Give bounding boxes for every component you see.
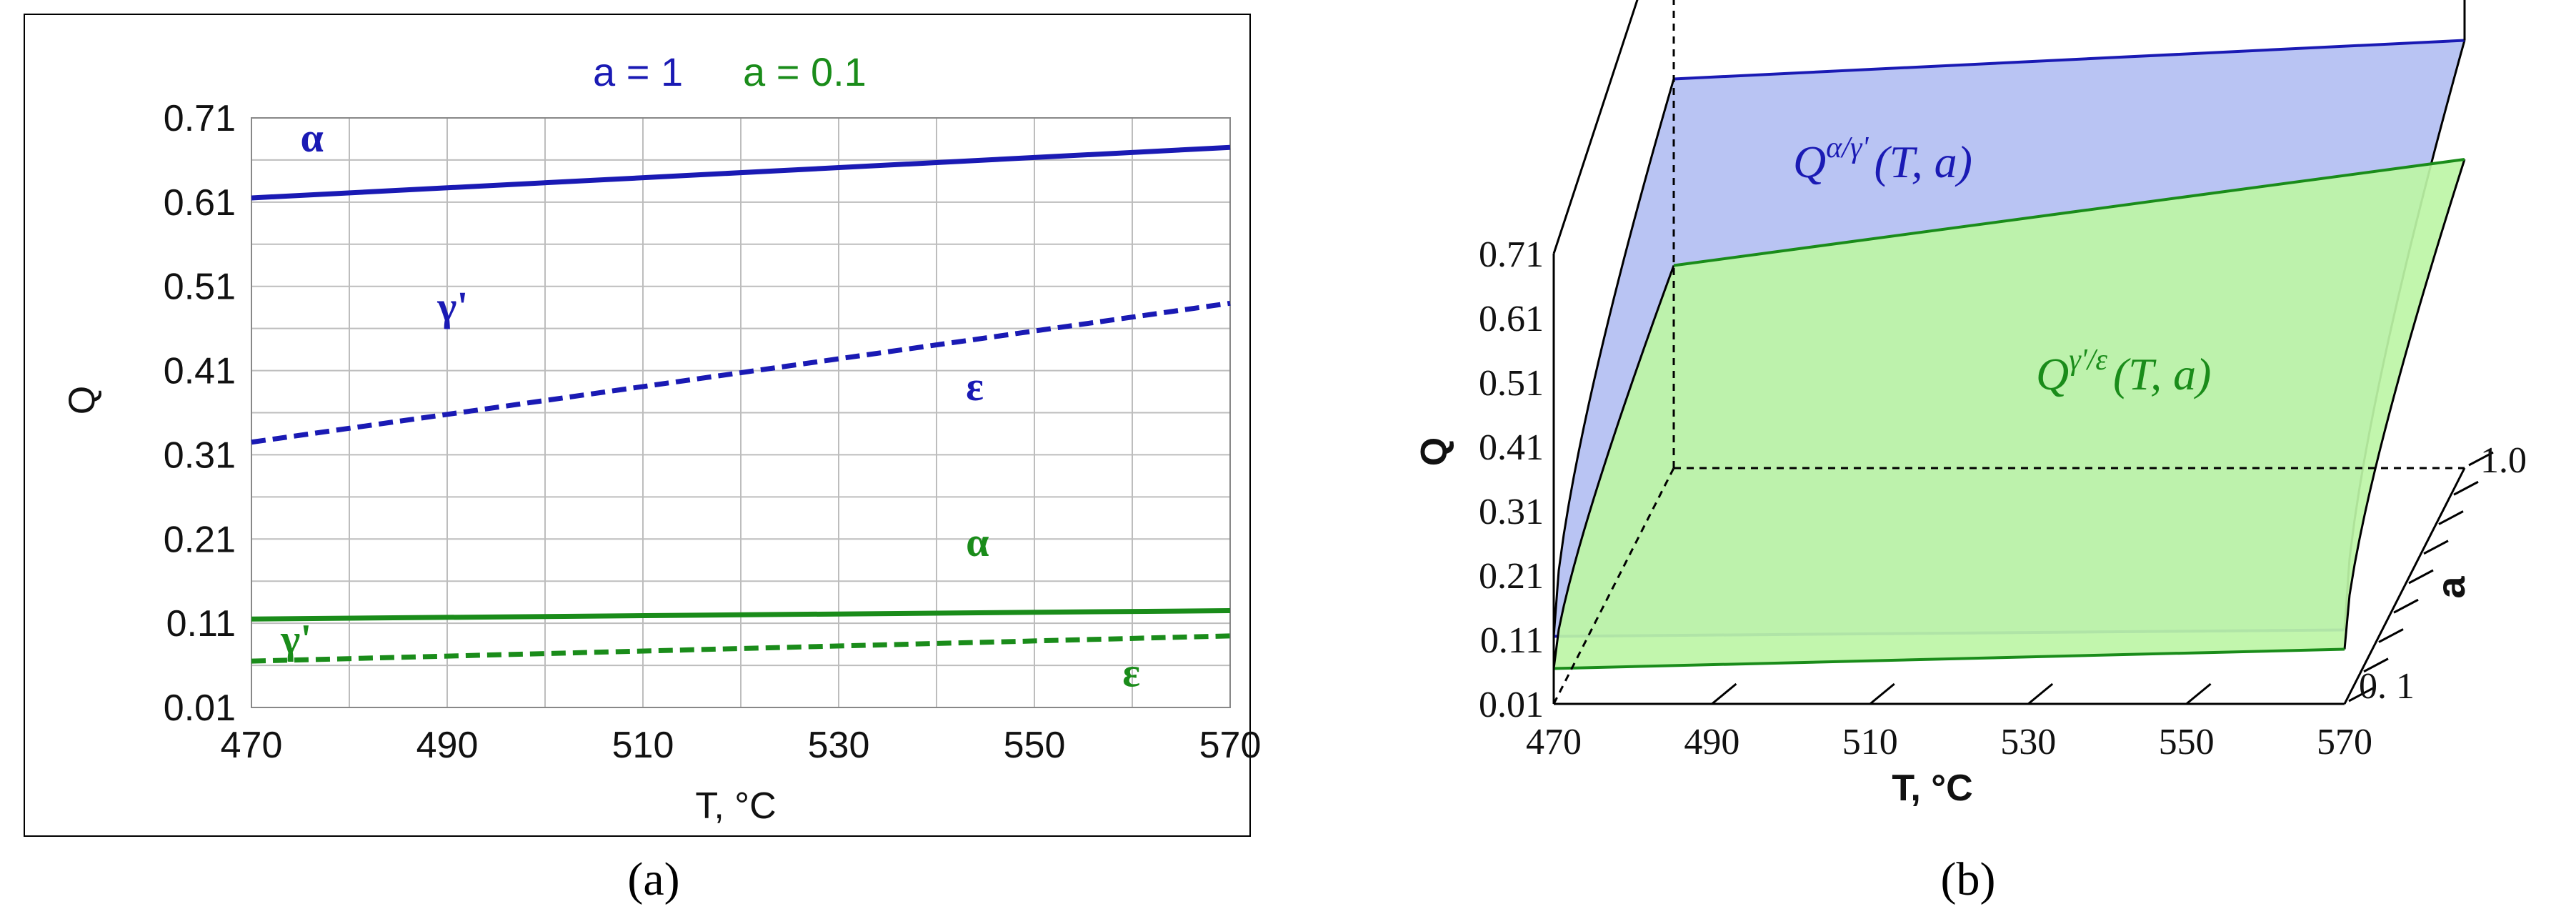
x-tick-label: 490 xyxy=(1684,722,1739,762)
a-tick-mark xyxy=(2393,598,2419,614)
panel-a-frame xyxy=(24,14,1251,837)
y-tick-label: 0.31 xyxy=(164,434,236,476)
series-line-0 xyxy=(251,144,1231,201)
x-tick-mark xyxy=(2185,682,2212,705)
y-tick-label: 0.71 xyxy=(1479,234,1544,275)
y-tick-label: 0.11 xyxy=(1480,620,1544,661)
panel-b-ticks: 470 490 510 530 550 570 0.01 0.11 0.21 0.31 0.41 0.… xyxy=(1479,234,2527,762)
surface-label-blue-args: (T, a) xyxy=(1874,136,1972,187)
a-tick-mark xyxy=(2468,451,2494,467)
y-tick-label: 0.51 xyxy=(1479,363,1544,404)
panel-a-series xyxy=(251,144,1231,664)
x-tick-label: 550 xyxy=(1004,725,1066,766)
a-tick-mark xyxy=(2348,687,2374,702)
surface-label-blue: Qα/γ' (T, a) xyxy=(1793,131,1972,187)
a-tick-mark xyxy=(2438,510,2464,525)
y-tick-label: 0.21 xyxy=(1479,556,1544,597)
series-line-3 xyxy=(251,633,1231,664)
x-tick-mark xyxy=(1711,682,1737,705)
phase-annotation: γ' xyxy=(280,615,311,662)
phase-annotation: ε xyxy=(1122,650,1140,696)
panel-a-ylabel: Q xyxy=(61,386,103,414)
a-tick-mark xyxy=(2363,657,2389,673)
panel-a-chart: 470 490 510 530 550 570 0.01 0.11 0.21 0.31 0.41 0.… xyxy=(61,49,1261,827)
panel-a-xlabel: T, °C xyxy=(695,785,776,827)
surface-edge-back-1 xyxy=(1673,158,2465,267)
frame-hidden-left-bottom xyxy=(1552,467,1675,705)
y-tick-label: 0.01 xyxy=(1479,685,1544,725)
x-tick-label: 530 xyxy=(808,725,870,766)
a-tick-label: 1.0 xyxy=(2480,440,2527,481)
surface-label-green: Qγ'/ε (T, a) xyxy=(2036,344,2211,399)
x-tick-label: 470 xyxy=(221,725,283,766)
plot-area-border xyxy=(251,117,1231,708)
frame-right-bottom xyxy=(2343,467,2466,705)
x-tick-label: 570 xyxy=(1199,725,1262,766)
a-tick-mark xyxy=(2408,569,2434,585)
panel-b-surfaces xyxy=(1552,39,2466,670)
surface-edge-back-0 xyxy=(1673,39,2465,81)
phase-annotation: ε xyxy=(966,363,984,409)
a-tick-mark xyxy=(2378,628,2404,643)
surface-edge-left-0 xyxy=(1552,79,1675,637)
panel-a-annotations: α γ' ε α γ' ε xyxy=(280,114,1140,695)
panel-b-frame xyxy=(1552,0,2466,705)
surface-label-green-args: (T, a) xyxy=(2113,349,2211,399)
panel-b-label: (b) xyxy=(1941,853,1996,905)
surface-edge-front-1 xyxy=(1553,647,2345,670)
x-tick-label: 490 xyxy=(416,725,479,766)
x-tick-mark xyxy=(1869,682,1895,705)
series-line-2 xyxy=(251,607,1231,622)
surface-edge-left-1 xyxy=(1552,264,1675,669)
x-tick-label: 510 xyxy=(1842,722,1898,762)
y-tick-label: 0.61 xyxy=(1479,299,1544,339)
a-tick-label: 0. 1 xyxy=(2359,666,2415,707)
y-tick-label: 0.41 xyxy=(164,351,236,392)
phase-annotation: α xyxy=(301,114,324,161)
panel-a-grid xyxy=(251,117,1231,708)
y-tick-label: 0.31 xyxy=(1479,492,1544,532)
panel-b-chart: 470 490 510 530 550 570 0.01 0.11 0.21 0.31 0.41 0.… xyxy=(1414,0,2527,809)
x-tick-label: 510 xyxy=(612,725,674,766)
x-tick-label: 550 xyxy=(2159,722,2215,762)
y-tick-label: 0.01 xyxy=(164,687,236,729)
y-tick-label: 0.61 xyxy=(164,182,236,224)
phase-annotation: γ' xyxy=(436,283,468,329)
y-tick-label: 0.41 xyxy=(1479,427,1544,468)
surface-label-blue-q: Q xyxy=(1793,136,1826,187)
x-tick-label: 570 xyxy=(2317,722,2372,762)
panel-b-ylabel: Q xyxy=(1414,437,1455,466)
legend-a1: a = 1 xyxy=(593,49,683,94)
phase-annotation: α xyxy=(966,519,989,565)
surface-label-green-sup: γ'/ε xyxy=(2069,344,2107,377)
surface-label-blue-sup: α/γ' xyxy=(1826,131,1869,164)
y-tick-label: 0.21 xyxy=(164,519,236,560)
y-tick-label: 0.11 xyxy=(166,603,236,645)
surface-fill-1 xyxy=(1554,159,2465,669)
legend-a01: a = 0.1 xyxy=(743,49,867,94)
frame-left-top xyxy=(1552,0,1639,254)
y-tick-label: 0.71 xyxy=(164,98,236,139)
series-line-1 xyxy=(251,300,1231,445)
y-tick-label: 0.51 xyxy=(164,267,236,308)
surface-edge-right-1 xyxy=(2343,159,2466,650)
a-tick-mark xyxy=(2453,480,2479,496)
panel-a-label: (a) xyxy=(627,853,679,905)
panel-b-alabel: a xyxy=(2428,576,2473,599)
x-tick-label: 530 xyxy=(2000,722,2056,762)
panel-b-xlabel: T, °C xyxy=(1892,767,1972,809)
x-tick-label: 470 xyxy=(1526,722,1582,762)
x-tick-mark xyxy=(2027,682,2054,705)
panel-a-ticks: 470 490 510 530 550 570 0.01 0.11 0.21 0.31 0.41 0.… xyxy=(164,98,1262,766)
a-tick-mark xyxy=(2423,540,2449,555)
surface-label-green-q: Q xyxy=(2036,349,2069,399)
